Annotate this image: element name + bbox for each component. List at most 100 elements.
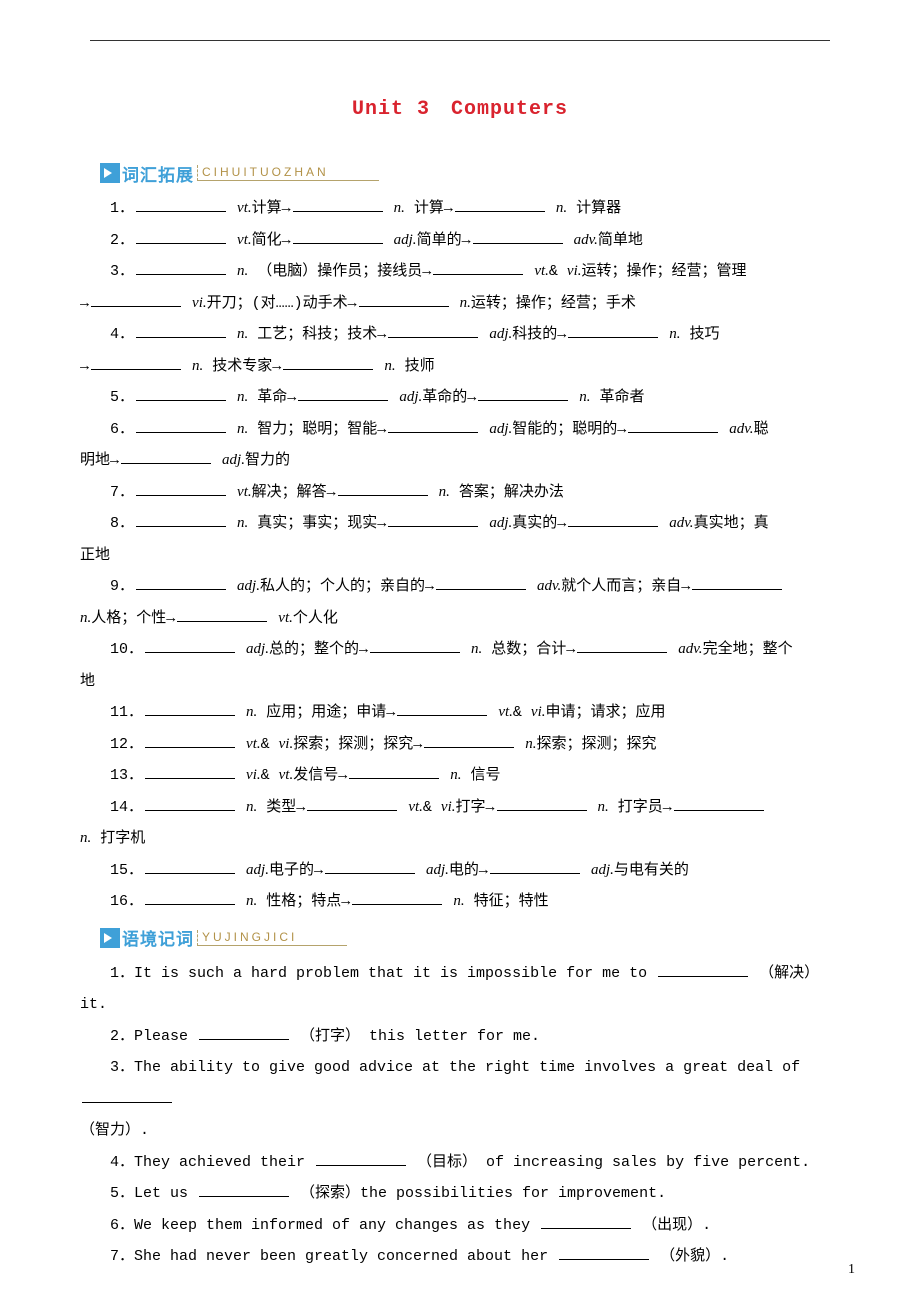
- page-number: 1: [848, 1262, 855, 1278]
- fill-blank[interactable]: [370, 638, 460, 653]
- fill-blank[interactable]: [283, 355, 373, 370]
- vocab-item: 7． vt.解决；解答→ n. 答案；解决办法: [60, 477, 860, 509]
- context-item: 1．It is such a hard problem that it is i…: [60, 958, 860, 1021]
- vocab-item: 2． vt.简化→ adj.简单的→ adv.简单地: [60, 225, 860, 257]
- fill-blank[interactable]: [658, 962, 748, 977]
- context-list: 1．It is such a hard problem that it is i…: [60, 958, 860, 1273]
- fill-blank[interactable]: [293, 197, 383, 212]
- arrow-icon: [100, 928, 120, 948]
- arrow-icon: [100, 163, 120, 183]
- fill-blank[interactable]: [497, 796, 587, 811]
- fill-blank[interactable]: [145, 764, 235, 779]
- context-item-wrap: （智力）.: [60, 1115, 860, 1147]
- fill-blank[interactable]: [473, 229, 563, 244]
- fill-blank[interactable]: [145, 701, 235, 716]
- fill-blank[interactable]: [145, 733, 235, 748]
- vocab-item-wrap: 明地→ adj.智力的: [60, 445, 860, 477]
- fill-blank[interactable]: [136, 323, 226, 338]
- vocab-item: 4． n. 工艺；科技；技术→ adj.科技的→ n. 技巧: [60, 319, 860, 351]
- fill-blank[interactable]: [388, 418, 478, 433]
- fill-blank[interactable]: [349, 764, 439, 779]
- fill-blank[interactable]: [628, 418, 718, 433]
- fill-blank[interactable]: [568, 323, 658, 338]
- fill-blank[interactable]: [136, 575, 226, 590]
- vocab-item-wrap: → vi.开刀；(对……)动手术→ n.运转；操作；经营；手术: [60, 288, 860, 320]
- fill-blank[interactable]: [490, 859, 580, 874]
- fill-blank[interactable]: [199, 1182, 289, 1197]
- vocab-item: 15． adj.电子的→ adj.电的→ adj.与电有关的: [60, 855, 860, 887]
- fill-blank[interactable]: [397, 701, 487, 716]
- section-title: 语境记词: [122, 925, 194, 950]
- fill-blank[interactable]: [352, 890, 442, 905]
- vocab-item: 13． vi.& vt.发信号→ n. 信号: [60, 760, 860, 792]
- fill-blank[interactable]: [82, 1088, 172, 1103]
- vocab-item: 8． n. 真实；事实；现实→ adj.真实的→ adv.真实地；真: [60, 508, 860, 540]
- fill-blank[interactable]: [424, 733, 514, 748]
- fill-blank[interactable]: [145, 796, 235, 811]
- vocab-list: 1． vt.计算→ n. 计算→ n. 计算器2． vt.简化→ adj.简单的…: [60, 193, 860, 918]
- context-item: 2．Please （打字） this letter for me.: [60, 1021, 860, 1053]
- context-item: 4．They achieved their （目标） of increasing…: [60, 1147, 860, 1179]
- vocab-item: 1． vt.计算→ n. 计算→ n. 计算器: [60, 193, 860, 225]
- fill-blank[interactable]: [177, 607, 267, 622]
- fill-blank[interactable]: [559, 1245, 649, 1260]
- vocab-item: 14． n. 类型→ vt.& vi.打字→ n. 打字员→: [60, 792, 860, 824]
- fill-blank[interactable]: [145, 890, 235, 905]
- fill-blank[interactable]: [692, 575, 782, 590]
- fill-blank[interactable]: [478, 386, 568, 401]
- section-pinyin: YUJINGJICI: [197, 930, 347, 946]
- vocab-item-wrap: 正地: [60, 540, 860, 572]
- fill-blank[interactable]: [136, 418, 226, 433]
- vocab-item: 9． adj.私人的；个人的；亲自的→ adv.就个人而言；亲自→: [60, 571, 860, 603]
- vocab-item-wrap: 地: [60, 666, 860, 698]
- fill-blank[interactable]: [433, 260, 523, 275]
- fill-blank[interactable]: [136, 197, 226, 212]
- fill-blank[interactable]: [145, 859, 235, 874]
- unit-title: Unit 3 Computers: [60, 91, 860, 121]
- fill-blank[interactable]: [359, 292, 449, 307]
- page: Unit 3 Computers 词汇拓展 CIHUITUOZHAN 1． vt…: [0, 0, 920, 1303]
- fill-blank[interactable]: [293, 229, 383, 244]
- vocab-item: 11． n. 应用；用途；申请→ vt.& vi.申请；请求；应用: [60, 697, 860, 729]
- fill-blank[interactable]: [577, 638, 667, 653]
- vocab-item: 6． n. 智力；聪明；智能→ adj.智能的；聪明的→ adv.聪: [60, 414, 860, 446]
- fill-blank[interactable]: [541, 1214, 631, 1229]
- fill-blank[interactable]: [136, 481, 226, 496]
- fill-blank[interactable]: [298, 386, 388, 401]
- context-item: 7．She had never been greatly concerned a…: [60, 1241, 860, 1273]
- vocab-item-wrap: n.人格；个性→ vt.个人化: [60, 603, 860, 635]
- fill-blank[interactable]: [436, 575, 526, 590]
- fill-blank[interactable]: [136, 512, 226, 527]
- fill-blank[interactable]: [455, 197, 545, 212]
- context-item: 5．Let us （探索）the possibilities for impro…: [60, 1178, 860, 1210]
- section-header-context: 语境记词 YUJINGJICI: [100, 926, 860, 950]
- vocab-item: 16． n. 性格；特点→ n. 特征；特性: [60, 886, 860, 918]
- vocab-item-wrap: n. 打字机: [60, 823, 860, 855]
- context-item: 6．We keep them informed of any changes a…: [60, 1210, 860, 1242]
- fill-blank[interactable]: [325, 859, 415, 874]
- vocab-item-wrap: → n. 技术专家→ n. 技师: [60, 351, 860, 383]
- fill-blank[interactable]: [338, 481, 428, 496]
- fill-blank[interactable]: [388, 512, 478, 527]
- fill-blank[interactable]: [316, 1151, 406, 1166]
- fill-blank[interactable]: [388, 323, 478, 338]
- section-pinyin: CIHUITUOZHAN: [197, 165, 379, 181]
- section-title: 词汇拓展: [122, 161, 194, 186]
- fill-blank[interactable]: [136, 386, 226, 401]
- top-rule: [90, 40, 830, 41]
- vocab-item: 5． n. 革命→ adj.革命的→ n. 革命者: [60, 382, 860, 414]
- fill-blank[interactable]: [136, 260, 226, 275]
- section-header-vocab: 词汇拓展 CIHUITUOZHAN: [100, 161, 860, 185]
- fill-blank[interactable]: [91, 355, 181, 370]
- fill-blank[interactable]: [121, 449, 211, 464]
- vocab-item: 10． adj.总的；整个的→ n. 总数；合计→ adv.完全地；整个: [60, 634, 860, 666]
- vocab-item: 12． vt.& vi.探索；探测；探究→ n.探索；探测；探究: [60, 729, 860, 761]
- fill-blank[interactable]: [145, 638, 235, 653]
- fill-blank[interactable]: [307, 796, 397, 811]
- fill-blank[interactable]: [91, 292, 181, 307]
- fill-blank[interactable]: [136, 229, 226, 244]
- fill-blank[interactable]: [199, 1025, 289, 1040]
- fill-blank[interactable]: [568, 512, 658, 527]
- context-item: 3．The ability to give good advice at the…: [60, 1052, 860, 1115]
- fill-blank[interactable]: [674, 796, 764, 811]
